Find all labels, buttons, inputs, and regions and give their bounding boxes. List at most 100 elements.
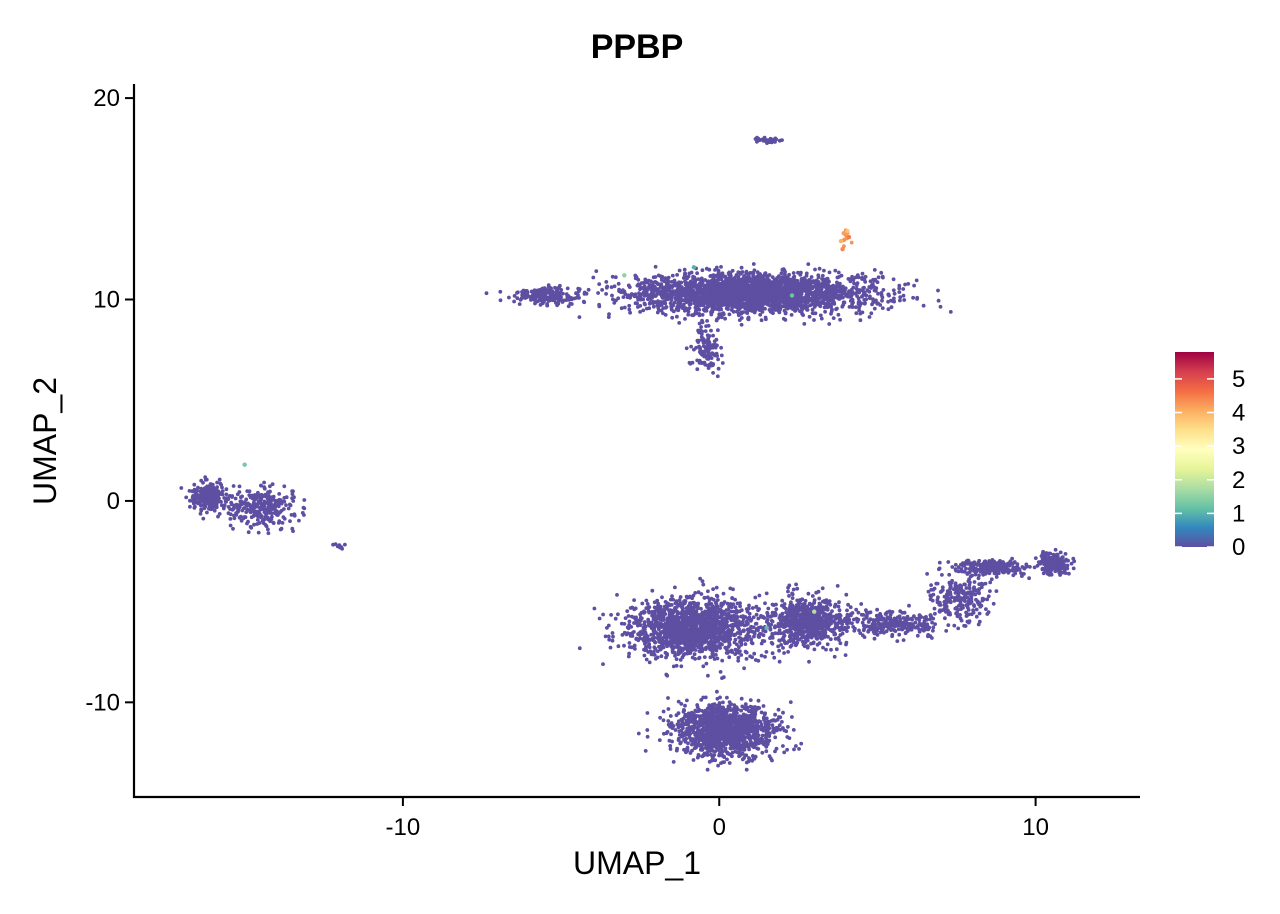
- data-point: [697, 313, 702, 318]
- data-point: [825, 301, 830, 306]
- data-point: [616, 612, 620, 617]
- data-point: [771, 283, 776, 288]
- data-point: [770, 290, 775, 295]
- data-point: [613, 275, 618, 280]
- data-point: [819, 290, 824, 295]
- data-point: [726, 307, 730, 311]
- data-point: [700, 290, 705, 295]
- data-point: [891, 299, 895, 303]
- data-point: [768, 295, 773, 300]
- data-point: [532, 291, 537, 295]
- data-point: [811, 285, 816, 289]
- data-point: [698, 348, 703, 353]
- data-point: [867, 315, 872, 319]
- data-point: [799, 277, 804, 281]
- data-point: [733, 637, 738, 642]
- data-point: [729, 301, 734, 306]
- data-point: [780, 138, 784, 143]
- data-point: [703, 647, 708, 652]
- data-point: [615, 593, 619, 597]
- data-point: [661, 300, 666, 304]
- data-point: [251, 504, 255, 509]
- data-point: [636, 297, 640, 302]
- data-point: [246, 530, 251, 535]
- data-point: [720, 658, 725, 663]
- data-point: [675, 308, 680, 312]
- data-point: [757, 593, 762, 598]
- data-point: [826, 283, 830, 288]
- data-point: [616, 281, 621, 286]
- data-point: [747, 302, 752, 307]
- data-point: [744, 657, 749, 661]
- data-point: [554, 290, 559, 295]
- data-point: [688, 299, 693, 304]
- data-point: [519, 296, 524, 301]
- data-point: [525, 289, 529, 293]
- data-point: [288, 519, 292, 523]
- data-point: [886, 292, 891, 297]
- data-point: [212, 508, 217, 513]
- data-point: [703, 283, 708, 288]
- data-point: [656, 621, 660, 625]
- data-point: [655, 281, 659, 285]
- data-point: [701, 298, 706, 303]
- data-point: [788, 305, 793, 310]
- data-point: [759, 289, 764, 294]
- data-point: [696, 293, 700, 298]
- data-point: [592, 606, 597, 611]
- data-point: [277, 492, 282, 496]
- data-point: [646, 606, 650, 611]
- data-point: [644, 306, 649, 311]
- data-point: [660, 595, 664, 600]
- data-point: [803, 277, 807, 282]
- data-point: [699, 277, 703, 282]
- data-point: [632, 643, 637, 648]
- data-point: [711, 597, 716, 602]
- data-point: [705, 344, 710, 349]
- data-point: [780, 300, 785, 304]
- data-point: [808, 280, 812, 285]
- data-point: [660, 290, 664, 295]
- data-point: [852, 281, 856, 286]
- data-point: [692, 301, 697, 306]
- data-point: [190, 489, 195, 494]
- data-point: [682, 267, 687, 272]
- data-point: [754, 612, 759, 617]
- data-point: [610, 631, 615, 635]
- data-point: [756, 608, 760, 613]
- data-point: [661, 629, 666, 634]
- data-point: [257, 514, 262, 518]
- data-point: [749, 284, 753, 289]
- data-point: [273, 504, 277, 509]
- data-point: [695, 367, 700, 372]
- data-point: [898, 298, 902, 303]
- data-point: [648, 649, 653, 654]
- data-point: [777, 310, 782, 315]
- data-point: [859, 301, 864, 306]
- data-point: [829, 311, 833, 316]
- data-point: [798, 301, 803, 306]
- data-point: [748, 619, 753, 623]
- data-point: [661, 638, 665, 643]
- data-point: [714, 653, 718, 657]
- data-point: [597, 302, 601, 307]
- data-point: [507, 295, 511, 300]
- data-point: [779, 280, 784, 285]
- data-point: [228, 507, 233, 511]
- data-point: [232, 516, 237, 521]
- data-point: [683, 279, 687, 284]
- data-point: [720, 271, 725, 276]
- data-point: [265, 496, 270, 501]
- data-point: [799, 309, 804, 314]
- data-point: [827, 322, 832, 326]
- data-point: [751, 262, 756, 266]
- data-point: [711, 587, 715, 591]
- data-point: [696, 298, 701, 303]
- data-point: [633, 647, 637, 651]
- data-point: [619, 306, 624, 311]
- data-point: [891, 288, 896, 293]
- data-point: [752, 268, 757, 273]
- data-point: [632, 294, 637, 299]
- data-point: [216, 497, 220, 502]
- data-point: [267, 504, 271, 509]
